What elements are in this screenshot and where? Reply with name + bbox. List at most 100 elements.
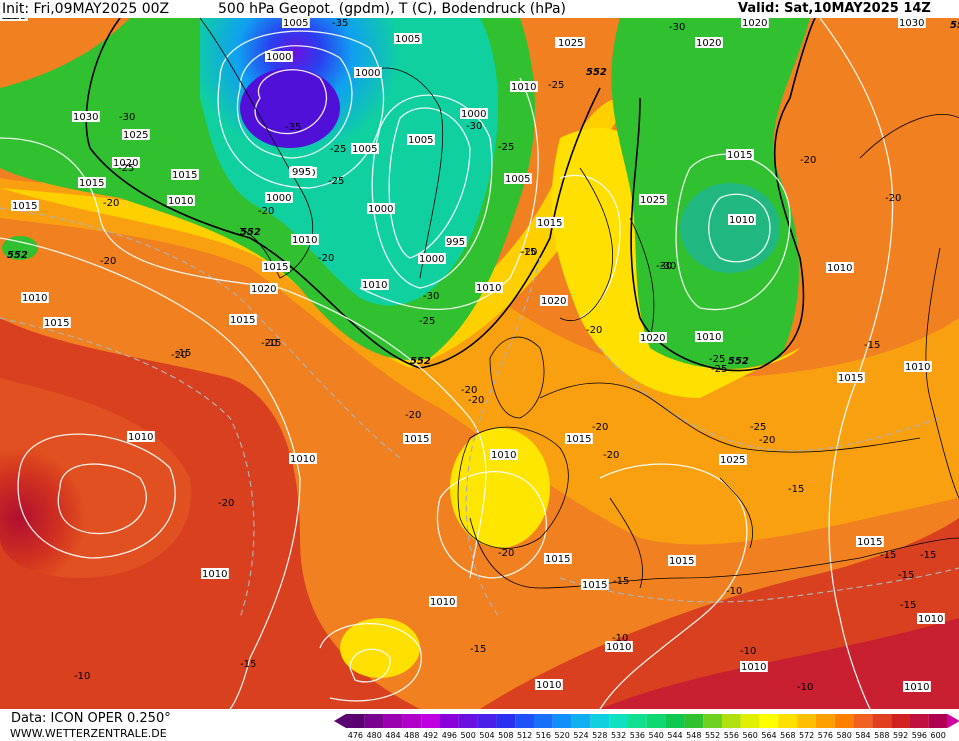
svg-text:-15: -15 <box>788 484 804 495</box>
legend-value-2: 484 <box>385 731 400 740</box>
svg-text:-10: -10 <box>74 671 90 682</box>
map.temp_labels.0-0: -35 <box>332 18 348 29</box>
legend-value-22: 564 <box>761 731 776 740</box>
svg-text:1010: 1010 <box>430 597 455 608</box>
svg-text:1030: 1030 <box>899 18 924 29</box>
legend-value-18: 548 <box>686 731 701 740</box>
svg-text:1015: 1015 <box>669 556 694 567</box>
svg-text:1015: 1015 <box>537 218 562 229</box>
map.temp_labels.29-29: -20 <box>800 155 816 166</box>
svg-text:1010: 1010 <box>22 293 47 304</box>
svg-text:-15: -15 <box>864 340 880 351</box>
map.pressure_labels.40-40: 1015 <box>565 433 593 445</box>
legend-swatch-31 <box>928 714 948 728</box>
svg-text:-15: -15 <box>880 550 896 561</box>
map.temp_labels.27-27: -25 <box>750 422 766 433</box>
svg-text:1005: 1005 <box>395 34 420 45</box>
svg-text:-15: -15 <box>898 570 914 581</box>
map.pressure_labels.48-48: 1015 <box>403 433 431 445</box>
map.temp_labels.38-38: -15 <box>898 570 914 581</box>
svg-text:1025: 1025 <box>123 130 148 141</box>
contour-552-label-5: 552 <box>950 20 959 31</box>
map.pressure_labels.38-38: 1010 <box>490 449 518 461</box>
map.pressure_labels.8-8: 1015 <box>78 177 106 189</box>
svg-text:-25: -25 <box>709 354 725 365</box>
legend-swatch-6 <box>458 714 478 728</box>
legend-swatch-27 <box>853 714 873 728</box>
map.pressure_labels.24-24: 1000 <box>367 203 395 215</box>
map.temp_labels.26-26: -20 <box>603 450 619 461</box>
legend-swatch-29 <box>891 714 910 728</box>
map.pressure_labels.16-16: 1020 <box>741 18 769 29</box>
legend-swatch-8 <box>496 714 516 728</box>
svg-text:-30: -30 <box>466 121 482 132</box>
svg-text:1010: 1010 <box>696 332 721 343</box>
svg-text:1010: 1010 <box>918 614 943 625</box>
svg-text:1010: 1010 <box>491 450 516 461</box>
svg-text:-25: -25 <box>498 142 514 153</box>
map.temp_labels.44-44: -15 <box>1 18 17 22</box>
svg-text:-15: -15 <box>520 247 536 258</box>
weather-map: 1005 1005 1000 1000 1030 1025 1020 1015 1015 1010… <box>0 18 959 709</box>
svg-text:-20: -20 <box>603 450 619 461</box>
legend-value-6: 500 <box>461 731 476 740</box>
map.temp_labels.35-35: -15 <box>470 644 486 655</box>
map.pressure_labels.20-20: 1000 <box>265 192 293 204</box>
map.temp_labels.12-12: -30 <box>423 291 439 302</box>
map.pressure_labels.34-34: 1015 <box>229 314 257 326</box>
svg-text:1000: 1000 <box>368 204 393 215</box>
legend-left-arrow <box>334 714 346 728</box>
svg-text:1010: 1010 <box>741 662 766 673</box>
legend-value-0: 476 <box>348 731 363 740</box>
yellow-band-east <box>551 128 800 398</box>
svg-text:1000: 1000 <box>266 52 291 63</box>
legend-right-arrow <box>947 714 959 728</box>
map.pressure_labels.0-0: 1005 <box>282 18 310 29</box>
svg-text:-15: -15 <box>470 644 486 655</box>
legend-value-28: 588 <box>874 731 889 740</box>
svg-text:-15: -15 <box>613 576 629 587</box>
map.pressure_labels.42-42: 1010 <box>826 262 854 274</box>
legend-swatch-25 <box>816 714 835 728</box>
svg-text:995: 995 <box>446 237 465 248</box>
map.pressure_labels.13-13: 1025 <box>557 37 585 49</box>
map.pressure_labels.15-15: 1030 <box>898 18 926 29</box>
svg-text:-20: -20 <box>586 325 602 336</box>
map.temp_labels.10-10: -20 <box>103 198 119 209</box>
map.pressure_labels.7-7: 1015 <box>171 169 199 181</box>
svg-text:1010: 1010 <box>606 642 631 653</box>
legend-value-24: 572 <box>799 731 814 740</box>
svg-text:1020: 1020 <box>251 284 276 295</box>
legend-swatch-14 <box>609 714 628 728</box>
svg-text:1005: 1005 <box>352 144 377 155</box>
map.temp_labels.13-13: -25 <box>419 316 435 327</box>
map.temp_labels.31-31: -15 <box>864 340 880 351</box>
map.pressure_labels.6-6: 1020 <box>112 157 140 169</box>
svg-text:1005: 1005 <box>505 174 530 185</box>
svg-text:1015: 1015 <box>12 201 37 212</box>
svg-text:1010: 1010 <box>905 362 930 373</box>
legend-value-31: 600 <box>931 731 946 740</box>
legend-value-11: 520 <box>555 731 570 740</box>
map.pressure_labels.46-46: 1010 <box>904 361 932 373</box>
legend-value-29: 592 <box>893 731 908 740</box>
legend-swatch-26 <box>834 714 854 728</box>
map.pressure_labels.59-59: 1010 <box>917 613 945 625</box>
map.temp_labels.41-41: -10 <box>797 682 813 693</box>
svg-text:1010: 1010 <box>128 432 153 443</box>
map.pressure_labels.11-11: 1010 <box>167 195 195 207</box>
legend-swatch-12 <box>571 714 591 728</box>
svg-text:-25: -25 <box>548 80 564 91</box>
legend-swatch-23 <box>778 714 798 728</box>
svg-text:1015: 1015 <box>79 178 104 189</box>
map.pressure_labels.29-29: 1010 <box>510 81 538 93</box>
map.pressure_labels.27-27: 1005 <box>407 134 435 146</box>
map-title: 500 hPa Geopot. (gpdm), T (C), Bodendruc… <box>218 1 566 17</box>
contour-552-label-2: 552 <box>728 356 749 367</box>
legend-value-13: 528 <box>592 731 607 740</box>
map.pressure_labels.37-37: 1010 <box>475 282 503 294</box>
map.pressure_labels.30-30: 1015 <box>536 217 564 229</box>
svg-text:-30: -30 <box>656 261 672 272</box>
svg-text:1025: 1025 <box>720 455 745 466</box>
svg-text:-10: -10 <box>726 586 742 597</box>
